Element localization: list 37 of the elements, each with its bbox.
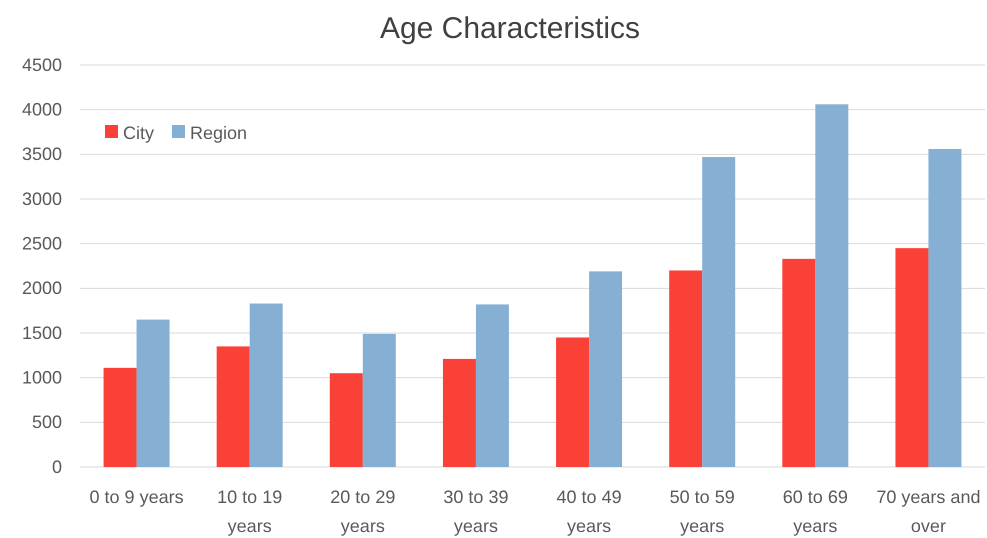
legend-label: City xyxy=(123,123,154,143)
x-tick-label: 20 to 29 years xyxy=(330,487,396,536)
x-tick-label: 50 to 59 years xyxy=(670,487,735,536)
bar xyxy=(216,346,250,467)
y-tick-label: 0 xyxy=(52,456,62,477)
bar xyxy=(782,258,816,467)
bar xyxy=(136,320,170,467)
y-tick-label: 3000 xyxy=(22,188,62,209)
bar xyxy=(895,248,928,467)
bar xyxy=(250,304,283,467)
bar xyxy=(589,271,622,467)
x-tick-label: 60 to 69 years xyxy=(782,487,848,536)
bar xyxy=(815,104,848,467)
x-tick-label: 40 to 49 years xyxy=(556,487,622,536)
bar xyxy=(104,368,137,467)
y-tick-label: 3500 xyxy=(22,144,62,164)
x-tick-label: 10 to 19 years xyxy=(217,487,282,536)
y-tick-label: 1500 xyxy=(22,322,62,343)
bar xyxy=(556,337,590,467)
bar xyxy=(362,334,396,467)
bar xyxy=(442,358,476,467)
x-tick-label: 30 to 39 years xyxy=(443,487,508,536)
bar xyxy=(702,157,736,467)
legend-label: Region xyxy=(190,123,248,143)
bar xyxy=(669,270,702,467)
y-tick-label: 500 xyxy=(32,412,62,432)
chart-title: Age Characteristics xyxy=(380,12,640,45)
y-tick-label: 2500 xyxy=(22,233,62,254)
y-tick-label: 1000 xyxy=(22,367,62,388)
bar xyxy=(928,148,962,467)
y-tick-label: 2000 xyxy=(22,278,62,298)
y-tick-label: 4000 xyxy=(22,99,62,120)
x-tick-label: 70 years and over xyxy=(876,487,980,536)
x-tick-label: 0 to 9 years xyxy=(90,487,184,507)
bar xyxy=(330,373,363,467)
bar xyxy=(476,304,509,467)
y-tick-label: 4500 xyxy=(22,54,62,75)
